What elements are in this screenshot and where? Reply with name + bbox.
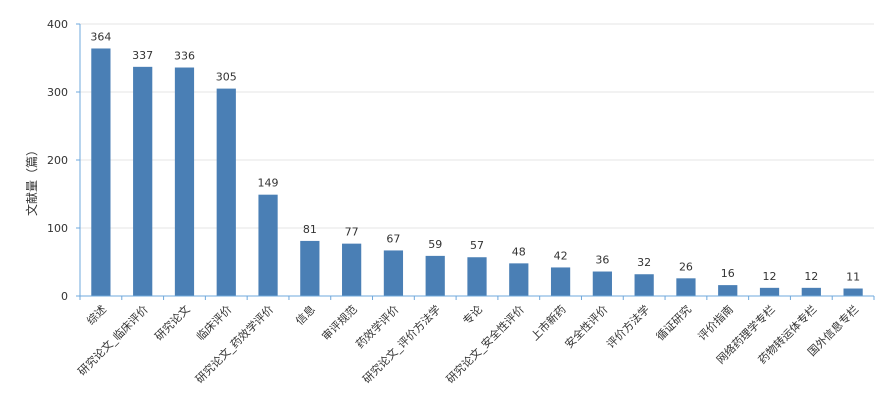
- x-tick-label: 研究论文_临床评价: [75, 302, 151, 378]
- x-tick-label: 信息: [293, 302, 318, 327]
- bar-value-label: 77: [345, 226, 359, 239]
- bar-value-label: 67: [386, 232, 400, 245]
- bar-value-label: 32: [637, 256, 651, 269]
- bar-value-label: 57: [470, 239, 484, 252]
- x-tick-label: 综述: [84, 302, 109, 327]
- y-tick-label: 100: [47, 222, 68, 235]
- bar: [174, 67, 195, 297]
- data-labels: 364 337 336 305 149 81 77 67 59 57 48 42 36 32 26 16 12 1…: [90, 30, 860, 283]
- bar-value-label: 337: [132, 49, 153, 62]
- x-tick-label: 研究论文_评价方法学: [360, 302, 444, 386]
- x-tick-label: 评价方法学: [603, 302, 652, 351]
- bar: [718, 285, 738, 296]
- bar: [133, 66, 153, 296]
- bar: [509, 263, 529, 296]
- bar: [383, 250, 404, 296]
- bar-value-label: 36: [595, 254, 609, 267]
- bar: [550, 267, 571, 296]
- bar-value-label: 81: [303, 223, 317, 236]
- y-tick-label: 0: [61, 290, 68, 303]
- x-tick-label: 上市新药: [528, 302, 569, 343]
- bar: [801, 287, 821, 296]
- bars: [91, 48, 863, 297]
- y-tick-label: 400: [47, 18, 68, 31]
- bar-value-label: 59: [428, 238, 442, 251]
- bar-value-label: 11: [846, 271, 860, 284]
- bar: [676, 278, 696, 296]
- x-tick-label: 审评规范: [319, 302, 360, 343]
- bar-value-label: 364: [90, 30, 111, 43]
- bar-value-label: 12: [804, 270, 818, 283]
- y-tick-label: 200: [47, 154, 68, 167]
- bar-value-label: 42: [554, 249, 568, 262]
- bar-value-label: 336: [174, 50, 195, 63]
- bar: [592, 271, 612, 296]
- gridlines: [80, 23, 874, 229]
- y-axis-title: 文献量（篇）: [24, 144, 39, 216]
- bar-value-label: 149: [258, 177, 279, 190]
- bar-value-label: 26: [679, 260, 693, 273]
- x-tick-label: 临床评价: [193, 302, 234, 343]
- x-tick-label: 研究论文: [152, 302, 193, 343]
- bar-value-label: 48: [512, 245, 526, 258]
- bar-value-label: 16: [721, 267, 735, 280]
- bar: [342, 243, 362, 296]
- x-tick-label: 评价指南: [695, 302, 736, 343]
- x-tick-label: 研究论文_安全性评价: [443, 302, 527, 386]
- x-tick-label: 循证研究: [653, 302, 694, 343]
- bar: [300, 240, 320, 296]
- x-tick-label: 安全性评价: [562, 302, 611, 351]
- bar: [467, 257, 487, 296]
- x-tick-label: 研究论文_药效学评价: [192, 302, 276, 386]
- bar: [425, 255, 445, 296]
- bar: [759, 287, 780, 296]
- bar: [843, 288, 863, 296]
- bar-value-label: 305: [216, 71, 237, 84]
- bar: [634, 274, 654, 296]
- x-tick-label: 专论: [460, 302, 485, 327]
- y-tick-label: 300: [47, 86, 68, 99]
- bar-value-label: 12: [763, 270, 777, 283]
- bar: [91, 48, 111, 297]
- bar: [258, 194, 278, 296]
- bar: [216, 88, 236, 296]
